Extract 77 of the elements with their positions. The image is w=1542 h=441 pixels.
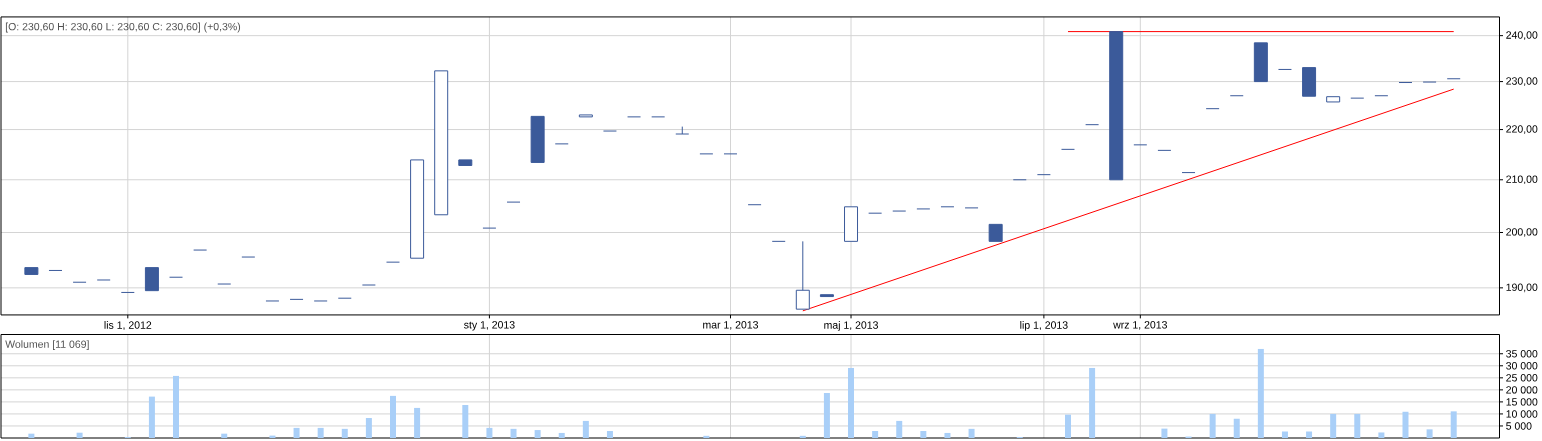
bar [1281, 431, 1288, 438]
y-tick-label: 15 000 [1506, 398, 1538, 406]
candlestick [530, 115, 545, 163]
bar [944, 432, 951, 438]
bar [1426, 429, 1433, 438]
candlestick [144, 267, 159, 292]
bar [920, 431, 927, 438]
bar [293, 427, 300, 438]
y-tick-label: 190,00 [1506, 283, 1538, 293]
bar [1257, 348, 1264, 438]
candlestick [1326, 96, 1341, 103]
bar [462, 405, 469, 438]
bar [534, 430, 541, 438]
bar [872, 431, 879, 438]
bar [148, 396, 155, 438]
candlestick [1302, 67, 1317, 97]
y-tick-label: 240,00 [1506, 31, 1538, 40]
x-tick-label: maj 1, 2013 [824, 321, 878, 331]
candlestick [988, 223, 1003, 242]
y-tick-label: 30 000 [1506, 362, 1538, 370]
candlestick [1109, 31, 1124, 181]
bar [848, 367, 855, 438]
bar [1450, 411, 1457, 438]
bar [558, 432, 565, 438]
bar [221, 433, 228, 438]
x-tick-label: wrz 1, 2013 [1113, 321, 1167, 330]
candlestick [819, 294, 834, 298]
candlestick [458, 159, 473, 166]
text: Wolumen [11 069] [5, 340, 89, 350]
bar [341, 428, 348, 438]
bar [1064, 414, 1071, 438]
y-tick-label: 230,00 [1506, 77, 1538, 86]
bar [582, 420, 589, 438]
y-tick-label: 200,00 [1506, 228, 1538, 237]
y-tick-label: 5 000 [1506, 422, 1532, 430]
x-tick-label: mar 1, 2013 [703, 321, 759, 330]
bar [28, 433, 35, 438]
bar [1233, 418, 1240, 438]
bar [1209, 413, 1216, 438]
candlestick [795, 240, 810, 310]
text: [O: 230,60 H: 230,60 L: 230,60 C: 230,60] (+0,3%) [5, 22, 241, 33]
candlestick [410, 159, 425, 259]
bar [1089, 367, 1096, 438]
y-tick-label: 20 000 [1506, 386, 1538, 394]
x-tick-label: lis 1, 2012 [104, 321, 152, 331]
x-tick-label: lip 1, 2013 [1020, 321, 1068, 331]
x-tick-label: sty 1, 2013 [464, 321, 515, 331]
candlestick [844, 206, 859, 242]
y-tick-label: 220,00 [1506, 125, 1538, 134]
bar [510, 428, 517, 438]
bar [703, 435, 710, 438]
candlestick [578, 114, 593, 118]
bar [823, 392, 830, 438]
bar [414, 407, 421, 438]
bar [389, 395, 396, 438]
candlestick [24, 267, 39, 275]
bar [365, 418, 372, 438]
bar [173, 375, 180, 438]
bar [317, 427, 324, 438]
bar [1378, 432, 1385, 438]
bar [799, 435, 806, 438]
bar [896, 420, 903, 438]
bar [76, 432, 83, 438]
candlestick [1253, 42, 1268, 83]
bar [606, 431, 613, 438]
y-tick-label: 35 000 [1506, 350, 1538, 358]
bar [486, 427, 493, 438]
candlestick [434, 70, 449, 216]
bar [968, 428, 975, 438]
bar [1161, 428, 1168, 438]
bar [1354, 413, 1361, 438]
bar [1330, 413, 1337, 438]
y-tick-label: 210,00 [1506, 175, 1538, 185]
bar [1402, 411, 1409, 438]
y-tick-label: 10 000 [1506, 410, 1538, 418]
bar [1306, 431, 1313, 438]
y-tick-label: 25 000 [1506, 374, 1538, 382]
